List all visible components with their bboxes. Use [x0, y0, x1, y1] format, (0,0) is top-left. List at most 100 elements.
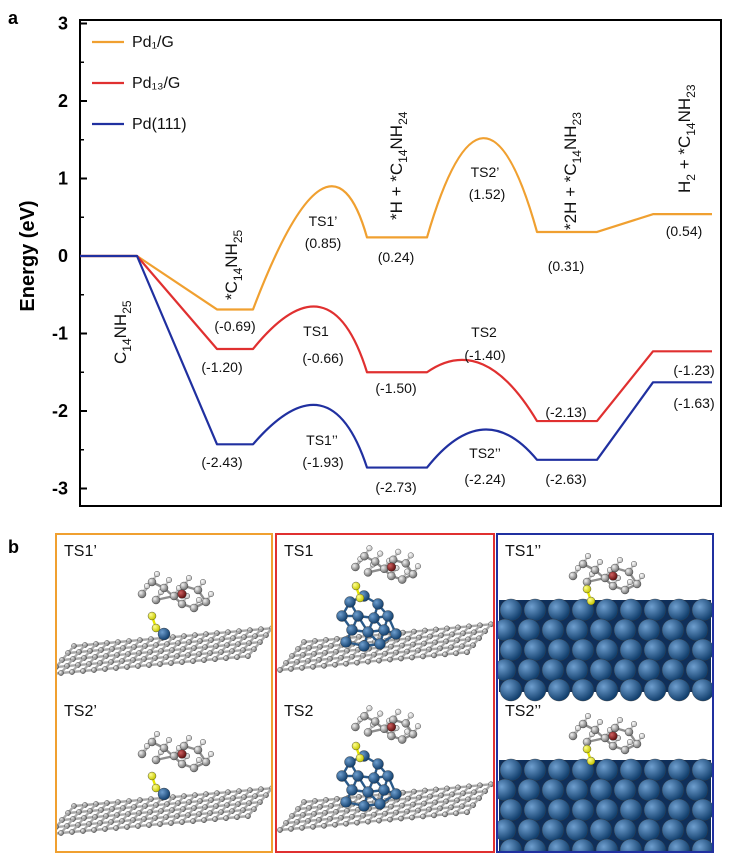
hydrogen-atom [395, 548, 402, 555]
graphene-carbon [442, 811, 448, 818]
hydrogen-atom [207, 591, 214, 598]
carbon-atom [189, 763, 199, 773]
sulfur-atom [355, 593, 365, 603]
carbon-atom [408, 570, 418, 579]
structure-art-1 [277, 545, 493, 833]
pd-atom [378, 624, 390, 636]
value-label-2-5: (-2.63) [545, 471, 586, 487]
nitrogen-atom [608, 571, 618, 581]
graphene-carbon [376, 657, 382, 664]
pd-atom [344, 596, 356, 608]
carbon-atom [582, 577, 592, 587]
value-label-2-1: (-2.43) [201, 454, 242, 470]
graphene-carbon [57, 664, 59, 670]
y-tick-label-6: -3 [52, 479, 68, 499]
graphene-carbon [409, 654, 415, 661]
pd-atom [372, 598, 384, 610]
pd-slab-atom [643, 838, 667, 851]
pd-slab-atom [691, 598, 712, 622]
hydrogen-atom [407, 552, 414, 559]
carbon-atom [632, 579, 642, 589]
hydrogen-atom [207, 751, 214, 758]
carbon-atom [398, 735, 407, 744]
sulfur-atom [351, 581, 361, 591]
pd-slab-atom [517, 658, 541, 682]
carbon-atom [568, 731, 578, 741]
pd-slab-atom [565, 818, 589, 842]
hydrogen-atom [627, 579, 634, 586]
carbon-atom [363, 728, 373, 737]
hydrogen-atom [597, 559, 604, 566]
graphene-carbon [47, 831, 52, 836]
value-label-2-4: (-2.24) [464, 471, 505, 487]
graphene-carbon [91, 667, 97, 673]
pd-slab-atom [619, 638, 643, 662]
graphene-carbon [409, 814, 415, 821]
graphene-carbon [387, 816, 393, 823]
pd-slab-atom [547, 598, 571, 622]
nitrogen-atom [608, 731, 618, 741]
pd-slab-atom [547, 798, 571, 822]
value-label-1-3: (-1.50) [375, 380, 416, 396]
graphene-carbon [442, 651, 448, 658]
carbon-atom [169, 591, 179, 601]
pd-slab-atom [541, 818, 565, 842]
graphene-carbon [102, 826, 108, 832]
carbon-atom [151, 595, 161, 605]
pd-slab-atom [661, 618, 685, 642]
carbon-atom [582, 737, 592, 747]
pd-slab-atom [589, 778, 613, 802]
carbon-atom [147, 577, 157, 587]
hydrogen-atom [366, 705, 373, 712]
pd-slab-atom [661, 778, 685, 802]
pd-slab-atom [571, 798, 595, 822]
hydrogen-atom [597, 719, 604, 726]
carbon-atom [600, 733, 610, 743]
hydrogen-atom [366, 545, 373, 552]
hydrogen-atom [415, 563, 422, 570]
pd-slab-atom [517, 778, 541, 802]
structure-art-0 [47, 571, 271, 836]
hydrogen-atom [199, 579, 206, 586]
graphene-carbon [80, 668, 86, 674]
pd-atom [374, 638, 386, 650]
pd-slab-atom [523, 598, 547, 622]
graphene-carbon [157, 821, 163, 827]
pd-slab-atom [595, 678, 619, 702]
graphene-carbon [365, 818, 371, 825]
graphene-carbon [201, 657, 207, 663]
pd-atom [352, 770, 364, 782]
pd-slab-atom [637, 818, 661, 842]
graphene-carbon [354, 659, 360, 666]
hydrogen-atom [627, 739, 634, 746]
hydrogen-atom [185, 575, 192, 582]
pd-slab-atom [499, 838, 523, 851]
ts-label-0-1: TS2’ [471, 164, 500, 180]
pd-slab-atom [661, 658, 685, 682]
hydrogen-atom [575, 565, 582, 572]
pd-atom [382, 610, 394, 622]
graphene-carbon [201, 817, 207, 823]
pd-slab-atom [619, 758, 643, 782]
carbon-atom [608, 581, 618, 591]
hydrogen-atom [639, 733, 646, 740]
pd-atom [340, 636, 352, 648]
pd-slab-atom [667, 598, 691, 622]
pd-slab-atom [547, 678, 571, 702]
graphene-carbon [376, 817, 382, 824]
graphene-carbon [135, 663, 141, 669]
graphene-carbon [464, 809, 470, 816]
pd-slab-atom [571, 678, 595, 702]
pd-atom [346, 624, 358, 636]
pd-slab-atom [595, 798, 619, 822]
carbon-atom [608, 741, 618, 751]
legend-label-1: Pd₁₃/G [132, 75, 180, 92]
graphene-carbon [354, 819, 360, 826]
pd-slab-atom [667, 678, 691, 702]
pd-slab-atom [523, 678, 547, 702]
pd-slab-atom [667, 758, 691, 782]
pd-atom [336, 610, 348, 622]
structure-label-top-2: TS1’’ [505, 543, 541, 560]
ts-label-2-1: TS2’’ [469, 445, 501, 461]
graphene-carbon [223, 655, 229, 661]
